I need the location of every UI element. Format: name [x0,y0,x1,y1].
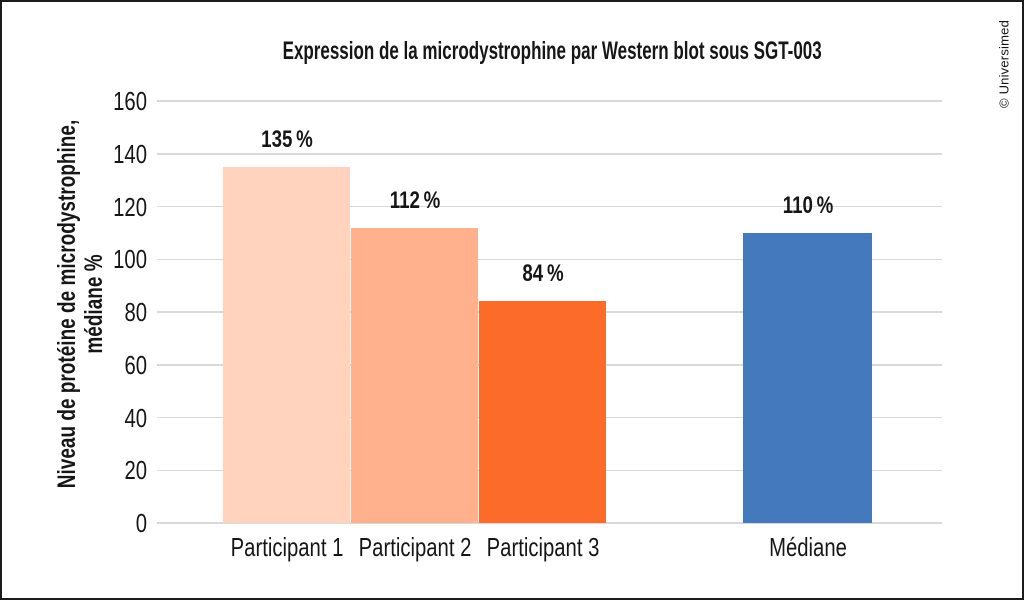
bar-value-label-4: 110 % [782,191,833,219]
gridline-140 [157,153,942,155]
y-tick-label-120: 120 [113,191,147,222]
bar-3-participant-3 [479,301,606,523]
y-tick-label-0: 0 [135,508,147,538]
gridline-120 [157,205,942,208]
gridline-100 [157,258,942,260]
copyright-credit: © Universimed [996,19,1012,109]
x-axis-label-1: Participant 1 [230,532,343,562]
y-tick-label-20: 20 [124,455,147,486]
y-tick-label-40: 40 [124,402,147,433]
y-tick-label-100: 100 [113,244,147,275]
y-tick-label-160: 160 [113,86,147,116]
bar-value-label-3: 84 % [521,260,564,288]
x-axis-label-3: Participant 3 [486,532,599,562]
y-axis-label-line1: Niveau de protéine de microdystrophine, [53,119,81,489]
bar-value-label-2: 112 % [389,186,440,214]
chart-title: Expression de la microdystrophine par We… [282,37,822,65]
x-axis-label-4: Médiane [768,532,847,562]
bar-4-médiane [743,232,872,523]
bar-2-participant-2 [351,227,478,523]
bar-value-label-1: 135 % [260,125,313,153]
gridline-0 [157,522,942,524]
y-tick-label-80: 80 [124,297,147,327]
bar-1-participant-1 [223,166,350,523]
y-tick-label-140: 140 [113,138,147,169]
gridline-160 [157,100,942,102]
plot-area: 135 % 112 % 84 % 110 % [157,100,942,524]
x-axis-label-2: Participant 2 [358,532,471,562]
y-tick-label-60: 60 [124,349,147,380]
